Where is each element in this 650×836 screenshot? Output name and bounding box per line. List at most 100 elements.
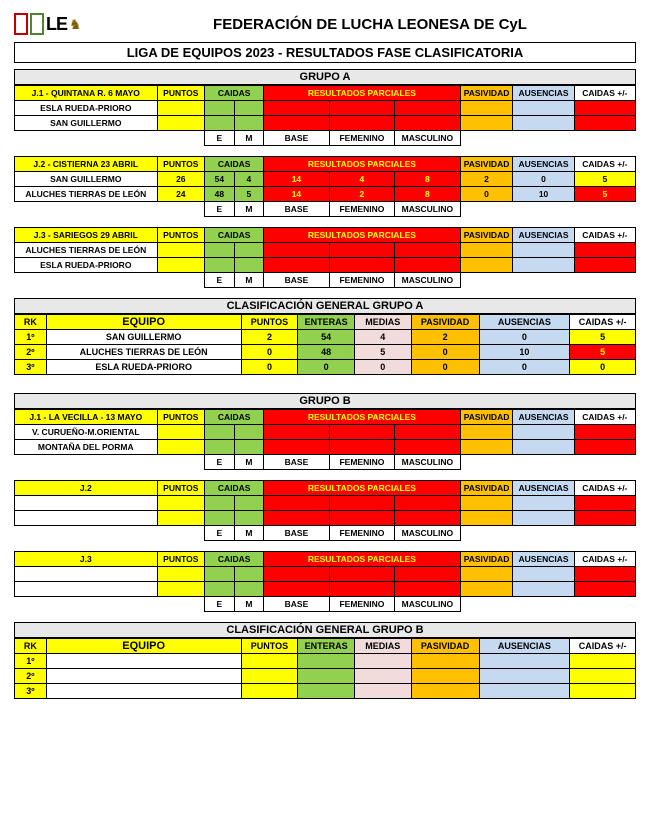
hdr-equipo: EQUIPO	[46, 639, 241, 654]
cell-aus: 10	[513, 187, 574, 202]
cell-puntos	[157, 425, 205, 440]
team-row	[15, 582, 636, 597]
jornada-name: J.1 - LA VECILLA - 13 MAYO	[15, 410, 158, 425]
cell-puntos	[157, 582, 205, 597]
logo-box-red	[14, 13, 28, 35]
ftr-base: BASE	[264, 273, 329, 288]
team-row: SAN GUILLERMO 26 54 4 14 4 8 2 0 5	[15, 172, 636, 187]
cell-e	[205, 496, 235, 511]
cell-rk: 3º	[15, 684, 47, 699]
hdr-ausencias: AUSENCIAS	[479, 639, 570, 654]
team-name: ESLA RUEDA-PRIORO	[15, 258, 158, 273]
hdr-rk: RK	[15, 315, 47, 330]
clas-row: 2º	[15, 669, 636, 684]
hdr-resultados: RESULTADOS PARCIALES	[264, 481, 460, 496]
clas-title: CLASIFICACIÓN GENERAL GRUPO A	[14, 298, 636, 314]
group-title: GRUPO A	[14, 69, 636, 85]
logo: LE ♞	[14, 8, 104, 40]
cell-aus: 0	[513, 172, 574, 187]
cell-puntos	[157, 258, 205, 273]
logo-lion-icon: ♞	[69, 16, 82, 33]
cell-fem: 2	[329, 187, 394, 202]
cell-cpm: 5	[574, 187, 635, 202]
cell-mas	[395, 243, 460, 258]
hdr-pasividad: PASIVIDAD	[460, 410, 513, 425]
ftr-fem: FEMENINO	[329, 526, 394, 541]
cell-cpm	[570, 669, 636, 684]
hdr-pasividad: PASIVIDAD	[460, 228, 513, 243]
hdr-pasividad: PASIVIDAD	[460, 157, 513, 172]
cell-pas	[411, 654, 479, 669]
classification-table: RK EQUIPO PUNTOS ENTERAS MEDIAS PASIVIDA…	[14, 314, 636, 375]
cell-pas: 0	[411, 360, 479, 375]
cell-pas	[460, 440, 513, 455]
league-subtitle: LIGA DE EQUIPOS 2023 - RESULTADOS FASE C…	[14, 42, 636, 63]
hdr-caidaspm: CAIDAS +/-	[574, 228, 635, 243]
cell-equipo: SAN GUILLERMO	[46, 330, 241, 345]
cell-mas: 8	[395, 172, 460, 187]
cell-mas	[395, 440, 460, 455]
ftr-e: E	[205, 202, 235, 217]
team-name: SAN GUILLERMO	[15, 172, 158, 187]
hdr-resultados: RESULTADOS PARCIALES	[264, 552, 460, 567]
ftr-base: BASE	[264, 202, 329, 217]
cell-ent: 48	[298, 345, 355, 360]
cell-mas	[395, 101, 460, 116]
hdr-caidas: CAIDAS	[205, 552, 264, 567]
cell-puntos	[157, 440, 205, 455]
hdr-medias: MEDIAS	[354, 639, 411, 654]
hdr-caidas: CAIDAS	[205, 157, 264, 172]
cell-cpm	[574, 582, 635, 597]
cell-rk: 2º	[15, 345, 47, 360]
cell-cpm	[570, 684, 636, 699]
cell-mas	[395, 116, 460, 131]
team-row: MONTAÑA DEL PORMA	[15, 440, 636, 455]
cell-m	[234, 116, 264, 131]
jornada-name: J.2 - CISTIERNA 23 ABRIL	[15, 157, 158, 172]
hdr-ausencias: AUSENCIAS	[513, 552, 574, 567]
cell-e	[205, 101, 235, 116]
team-row	[15, 567, 636, 582]
cell-e	[205, 582, 235, 597]
group-title: GRUPO B	[14, 393, 636, 409]
hdr-caidaspm: CAIDAS +/-	[574, 410, 635, 425]
cell-cpm	[570, 654, 636, 669]
team-row	[15, 511, 636, 526]
cell-fem	[329, 496, 394, 511]
cell-mas	[395, 496, 460, 511]
hdr-caidaspm: CAIDAS +/-	[574, 552, 635, 567]
cell-e	[205, 116, 235, 131]
clas-title: CLASIFICACIÓN GENERAL GRUPO B	[14, 622, 636, 638]
hdr-enteras: ENTERAS	[298, 315, 355, 330]
hdr-ausencias: AUSENCIAS	[513, 157, 574, 172]
ftr-fem: FEMENINO	[329, 131, 394, 146]
hdr-ausencias: AUSENCIAS	[479, 315, 570, 330]
cell-base: 14	[264, 172, 329, 187]
ftr-e: E	[205, 455, 235, 470]
cell-puntos	[157, 496, 205, 511]
cell-puntos: 2	[241, 330, 298, 345]
cell-cpm	[574, 101, 635, 116]
cell-aus	[513, 582, 574, 597]
cell-e	[205, 243, 235, 258]
cell-cpm	[574, 440, 635, 455]
cell-ent	[298, 684, 355, 699]
cell-cpm: 5	[574, 172, 635, 187]
ftr-mas: MASCULINO	[395, 526, 460, 541]
cell-e	[205, 511, 235, 526]
cell-fem	[329, 425, 394, 440]
ftr-e: E	[205, 597, 235, 612]
cell-pas	[460, 116, 513, 131]
ftr-mas: MASCULINO	[395, 202, 460, 217]
cell-equipo	[46, 654, 241, 669]
cell-pas	[460, 567, 513, 582]
cell-aus: 10	[479, 345, 570, 360]
cell-aus: 0	[479, 330, 570, 345]
clas-row: 1º	[15, 654, 636, 669]
cell-aus	[513, 496, 574, 511]
cell-med: 5	[354, 345, 411, 360]
cell-puntos	[157, 116, 205, 131]
cell-pas	[460, 582, 513, 597]
cell-aus	[513, 116, 574, 131]
ftr-e: E	[205, 526, 235, 541]
